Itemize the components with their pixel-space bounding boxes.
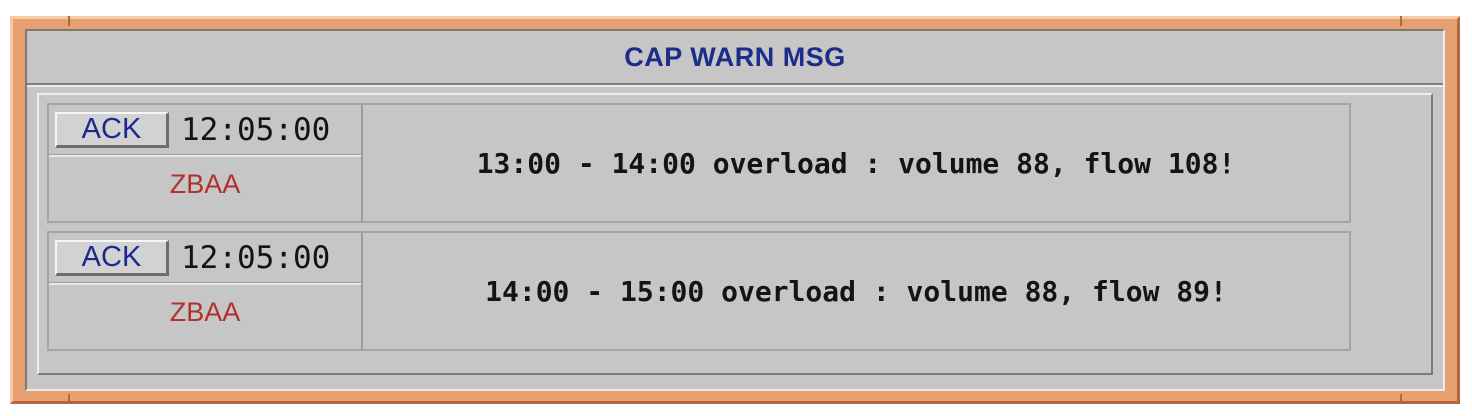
message-meta-header: ACK 12:05:00 [49, 233, 361, 285]
ack-button[interactable]: ACK [55, 112, 169, 148]
message-text: 14:00 - 15:00 overload : volume 88, flow… [485, 274, 1227, 308]
message-row: ACK 12:05:00 ZBAA 13:00 - 14:00 overload… [47, 103, 1351, 223]
cap-warn-window: CAP WARN MSG ACK 12:05:00 ZBAA 13:00 - 1… [10, 16, 1460, 404]
frame-notch [1400, 394, 1402, 404]
window-body: CAP WARN MSG ACK 12:05:00 ZBAA 13:00 - 1… [25, 29, 1445, 391]
message-meta: ACK 12:05:00 ZBAA [49, 105, 363, 221]
message-meta: ACK 12:05:00 ZBAA [49, 233, 363, 349]
message-time: 12:05:00 [181, 112, 331, 148]
frame-notch [1400, 16, 1402, 26]
message-list: ACK 12:05:00 ZBAA 13:00 - 14:00 overload… [37, 93, 1433, 375]
message-time: 12:05:00 [181, 240, 331, 276]
message-row: ACK 12:05:00 ZBAA 14:00 - 15:00 overload… [47, 231, 1351, 351]
window-title: CAP WARN MSG [27, 31, 1443, 87]
message-text: 13:00 - 14:00 overload : volume 88, flow… [476, 146, 1236, 180]
message-station: ZBAA [169, 297, 241, 327]
message-station: ZBAA [169, 169, 241, 199]
ack-button[interactable]: ACK [55, 240, 169, 276]
message-meta-header: ACK 12:05:00 [49, 105, 361, 157]
frame-notch [68, 16, 70, 26]
frame-notch [68, 394, 70, 404]
